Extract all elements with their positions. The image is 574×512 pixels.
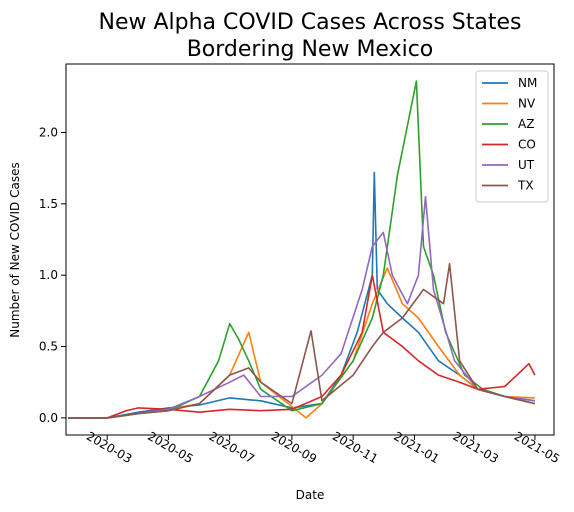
series-line-nv [68, 267, 535, 419]
legend-label-co: CO [518, 138, 536, 152]
legend-box [475, 70, 549, 203]
legend-label-az: AZ [518, 117, 534, 131]
series-line-nm [68, 171, 536, 419]
plot-series [68, 80, 536, 419]
y-tick-label: 1.0 [39, 268, 58, 282]
legend: NM NV AZ CO UT TX [475, 70, 549, 203]
chart-title-line-1: New Alpha COVID Cases Across States [99, 10, 522, 35]
series-line-ut [68, 195, 536, 419]
series-line-co [68, 274, 536, 419]
legend-label-ut: UT [518, 158, 535, 172]
y-tick-label: 0.0 [39, 411, 58, 425]
x-axis-label: Date [296, 488, 325, 502]
y-axis-label: Number of New COVID Cases [8, 162, 22, 337]
y-tick-label: 2.0 [39, 125, 58, 139]
legend-label-nm: NM [518, 76, 537, 90]
chart-title-line-2: Bordering New Mexico [187, 37, 434, 62]
legend-label-nv: NV [518, 97, 536, 111]
y-tick-label: 1.5 [39, 197, 58, 211]
legend-label-tx: TX [517, 179, 534, 193]
plot-frame [65, 63, 555, 436]
series-line-tx [68, 262, 536, 419]
y-tick-label: 0.5 [39, 340, 58, 354]
